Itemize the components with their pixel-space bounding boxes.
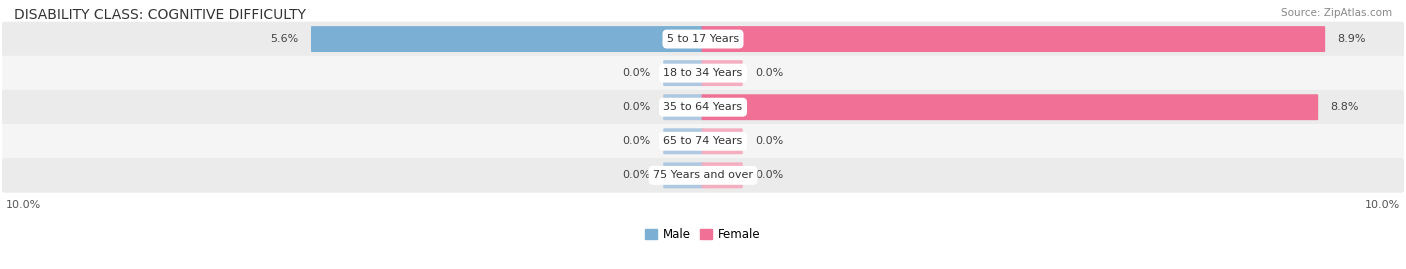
Text: 5.6%: 5.6% [270, 34, 298, 44]
Text: 75 Years and over: 75 Years and over [652, 170, 754, 180]
FancyBboxPatch shape [664, 60, 704, 86]
FancyBboxPatch shape [664, 94, 704, 120]
FancyBboxPatch shape [1, 90, 1405, 125]
Text: 0.0%: 0.0% [755, 136, 783, 146]
Text: 0.0%: 0.0% [623, 68, 651, 78]
Legend: Male, Female: Male, Female [645, 228, 761, 241]
FancyBboxPatch shape [664, 128, 704, 154]
Text: 65 to 74 Years: 65 to 74 Years [664, 136, 742, 146]
Text: 0.0%: 0.0% [623, 170, 651, 180]
Text: 0.0%: 0.0% [755, 68, 783, 78]
Text: 35 to 64 Years: 35 to 64 Years [664, 102, 742, 112]
FancyBboxPatch shape [1, 158, 1405, 193]
Text: 8.8%: 8.8% [1330, 102, 1360, 112]
FancyBboxPatch shape [702, 162, 742, 188]
FancyBboxPatch shape [1, 56, 1405, 90]
Text: 5 to 17 Years: 5 to 17 Years [666, 34, 740, 44]
FancyBboxPatch shape [702, 128, 742, 154]
FancyBboxPatch shape [702, 94, 1319, 120]
FancyBboxPatch shape [1, 124, 1405, 159]
Text: 18 to 34 Years: 18 to 34 Years [664, 68, 742, 78]
FancyBboxPatch shape [311, 26, 704, 52]
Text: 10.0%: 10.0% [1365, 200, 1400, 210]
Text: 0.0%: 0.0% [623, 136, 651, 146]
FancyBboxPatch shape [702, 26, 1326, 52]
Text: 0.0%: 0.0% [623, 102, 651, 112]
FancyBboxPatch shape [1, 22, 1405, 56]
Text: DISABILITY CLASS: COGNITIVE DIFFICULTY: DISABILITY CLASS: COGNITIVE DIFFICULTY [14, 8, 307, 22]
Text: 8.9%: 8.9% [1337, 34, 1367, 44]
FancyBboxPatch shape [702, 60, 742, 86]
Text: 0.0%: 0.0% [755, 170, 783, 180]
Text: Source: ZipAtlas.com: Source: ZipAtlas.com [1281, 8, 1392, 18]
Text: 10.0%: 10.0% [6, 200, 41, 210]
FancyBboxPatch shape [664, 162, 704, 188]
